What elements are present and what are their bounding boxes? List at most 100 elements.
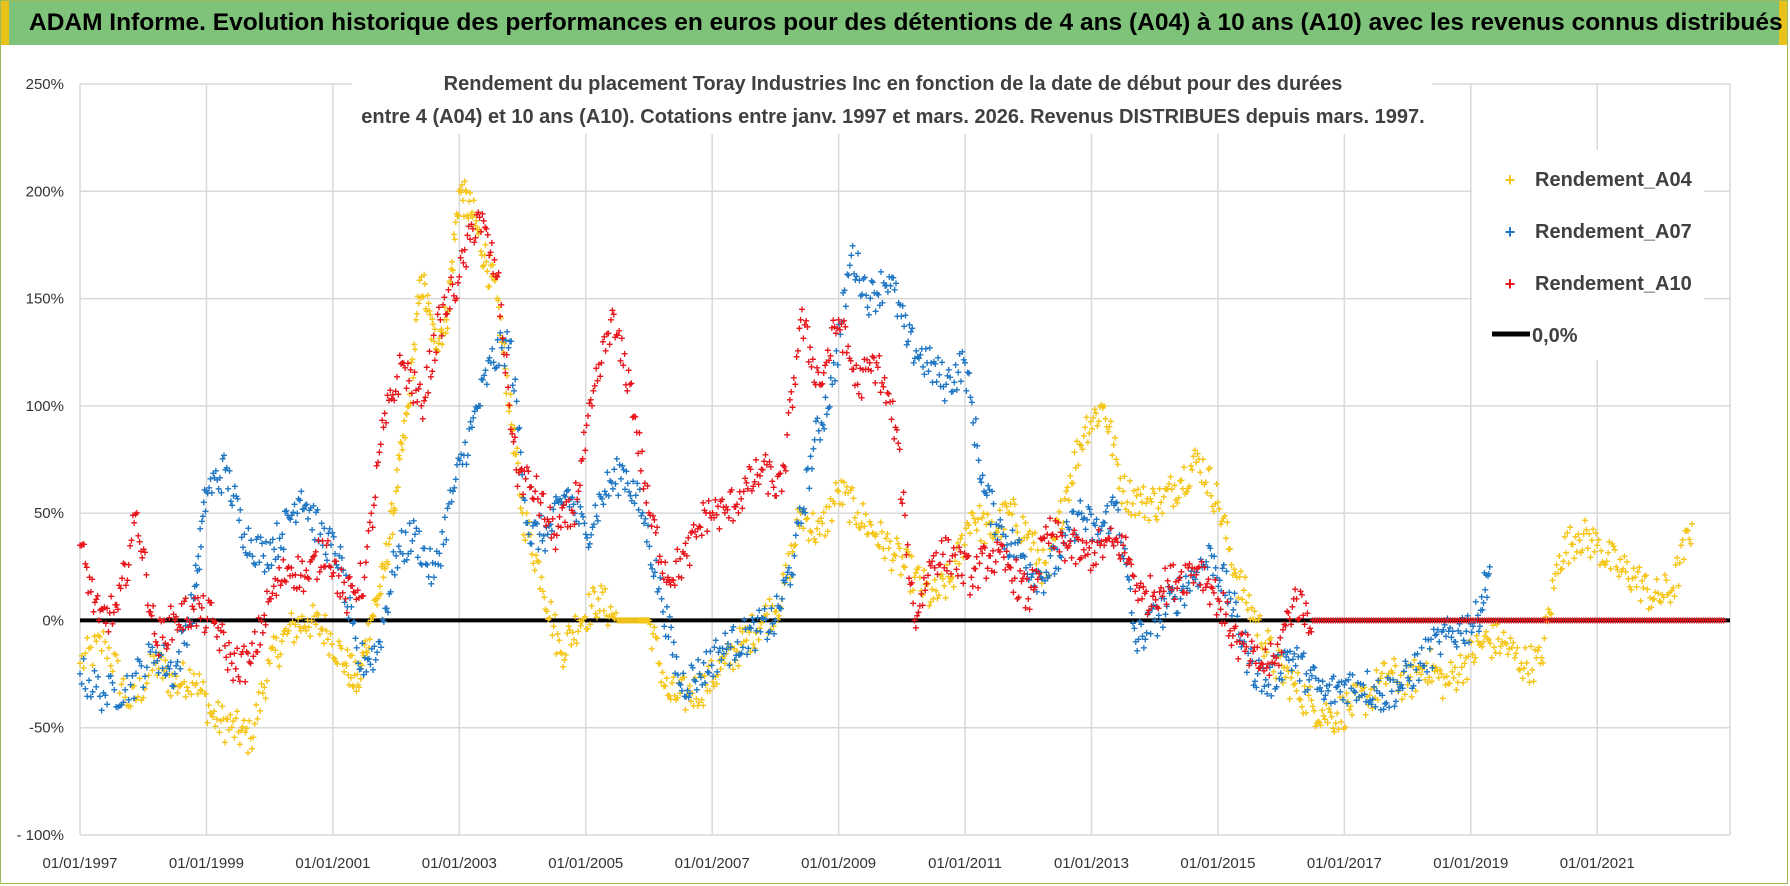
data-point: +: [1143, 497, 1150, 511]
data-point: +: [1383, 696, 1390, 710]
data-point: +: [1013, 551, 1020, 565]
data-point: +: [1272, 682, 1279, 696]
data-point: +: [1430, 623, 1437, 637]
data-point: +: [974, 439, 981, 453]
data-point: +: [89, 685, 96, 699]
data-point: +: [1014, 536, 1021, 550]
data-point: +: [1031, 579, 1038, 593]
data-point: +: [949, 385, 956, 399]
data-point: +: [502, 362, 509, 376]
data-point: +: [1175, 491, 1182, 505]
data-point: +: [855, 246, 862, 260]
data-point: +: [463, 185, 470, 199]
data-point: +: [830, 314, 837, 328]
data-point: +: [511, 430, 518, 444]
data-point: +: [872, 305, 879, 319]
data-point: +: [647, 508, 654, 522]
data-point: +: [899, 299, 906, 313]
data-point: +: [432, 557, 439, 571]
data-point: +: [824, 524, 831, 538]
data-point: +: [242, 675, 249, 689]
data-point: +: [981, 537, 988, 551]
data-point: +: [1687, 537, 1694, 551]
data-point: +: [93, 593, 100, 607]
data-point: +: [362, 555, 369, 569]
data-point: +: [109, 617, 116, 631]
data-point: +: [929, 376, 936, 390]
data-point: +: [1451, 661, 1458, 675]
data-point: +: [1477, 637, 1484, 651]
data-point: +: [964, 366, 971, 380]
data-point: +: [1159, 506, 1166, 520]
data-point: +: [1414, 666, 1421, 680]
data-point: +: [1116, 528, 1123, 542]
data-point: +: [999, 539, 1006, 553]
data-point: +: [1584, 541, 1591, 555]
data-point: +: [431, 334, 438, 348]
data-point: +: [1660, 591, 1667, 605]
data-point: +: [494, 292, 501, 306]
data-point: +: [265, 562, 272, 576]
data-point: +: [84, 631, 91, 645]
data-point: +: [1158, 591, 1165, 605]
data-point: +: [410, 514, 417, 528]
data-point: +: [1389, 666, 1396, 680]
y-tick-label: -50%: [29, 720, 64, 737]
data-point: +: [519, 506, 526, 520]
data-point: +: [855, 387, 862, 401]
data-point: +: [1312, 719, 1319, 733]
data-point: +: [1397, 669, 1404, 683]
data-point: +: [1413, 663, 1420, 677]
data-point: +: [1212, 573, 1219, 587]
data-point: +: [98, 602, 105, 616]
data-point: +: [677, 686, 684, 700]
data-point: +: [612, 330, 619, 344]
data-point: +: [1148, 602, 1155, 616]
data-point: +: [224, 713, 231, 727]
data-point: +: [1228, 609, 1235, 623]
data-point: +: [820, 505, 827, 519]
data-point: +: [113, 700, 120, 714]
data-point: +: [1442, 629, 1449, 643]
data-point: +: [208, 486, 215, 500]
data-point: +: [735, 648, 742, 662]
data-point: +: [477, 399, 484, 413]
data-point: +: [771, 489, 778, 503]
data-point: +: [1127, 582, 1134, 596]
data-point: +: [1041, 574, 1048, 588]
data-point: +: [280, 628, 287, 642]
data-point: +: [347, 579, 354, 593]
data-point: +: [286, 617, 293, 631]
data-point: +: [435, 300, 442, 314]
data-point: +: [738, 646, 745, 660]
data-point: +: [1491, 641, 1498, 655]
data-point: +: [596, 488, 603, 502]
data-point: +: [550, 503, 557, 517]
data-point: +: [365, 617, 372, 631]
data-point: +: [1453, 683, 1460, 697]
data-point: +: [1232, 595, 1239, 609]
data-point: +: [433, 544, 440, 558]
data-point: +: [1507, 632, 1514, 646]
data-point: +: [402, 431, 409, 445]
data-point: +: [1044, 571, 1051, 585]
data-point: +: [983, 518, 990, 532]
data-point: +: [1103, 420, 1110, 434]
data-point: +: [534, 554, 541, 568]
data-point: +: [1098, 398, 1105, 412]
data-point: +: [1010, 586, 1017, 600]
data-point: +: [559, 501, 566, 515]
data-point: +: [1302, 706, 1309, 720]
data-point: +: [870, 351, 877, 365]
data-point: +: [845, 339, 852, 353]
data-point: +: [1279, 673, 1286, 687]
data-point: +: [935, 558, 942, 572]
data-point: +: [965, 518, 972, 532]
data-point: +: [253, 698, 260, 712]
data-point: +: [925, 577, 932, 591]
data-point: +: [644, 479, 651, 493]
data-point: +: [558, 496, 565, 510]
data-point: +: [937, 558, 944, 572]
data-point: +: [388, 497, 395, 511]
data-point: +: [1104, 499, 1111, 513]
